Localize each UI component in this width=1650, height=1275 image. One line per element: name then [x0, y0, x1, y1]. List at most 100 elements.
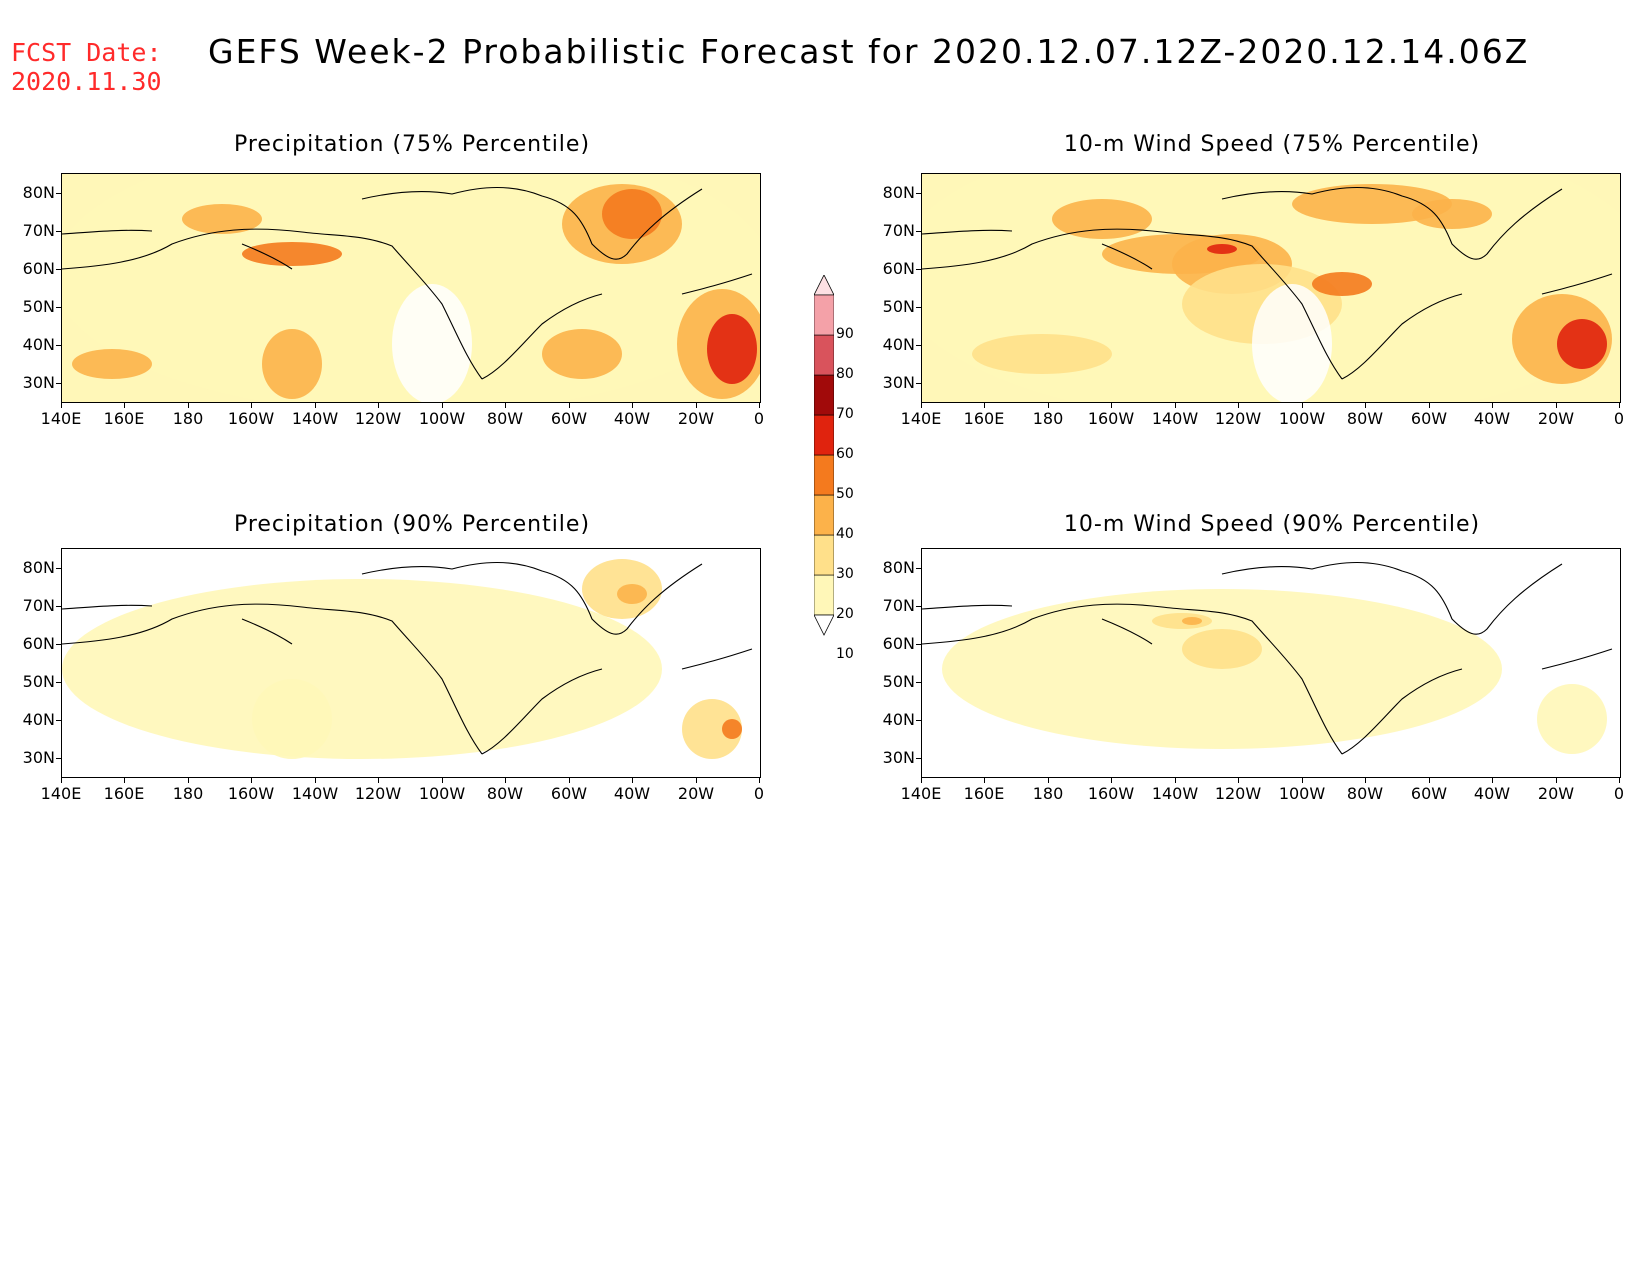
x-axis-tick: [632, 778, 633, 783]
y-axis-label: 60N: [882, 634, 915, 653]
x-axis-tick: [984, 403, 985, 408]
y-axis-label: 50N: [22, 297, 55, 316]
y-axis-tick: [916, 606, 921, 607]
x-axis-tick: [1556, 403, 1557, 408]
x-axis-tick: [1175, 778, 1176, 783]
x-axis-label: 160E: [963, 409, 1005, 428]
x-axis-label: 140W: [1151, 409, 1199, 428]
x-axis-label: 0: [1613, 409, 1625, 428]
y-axis-tick: [56, 606, 61, 607]
colorbar-label: 90: [836, 326, 854, 342]
x-axis-tick: [61, 403, 62, 408]
colorbar-label: 20: [836, 606, 854, 622]
x-axis-tick: [1238, 403, 1239, 408]
x-axis-label: 160E: [103, 409, 145, 428]
y-axis-label: 40N: [22, 710, 55, 729]
x-axis-label: 80W: [486, 784, 524, 803]
x-axis-tick: [759, 403, 760, 408]
panel-title-wind-90: 10-m Wind Speed (90% Percentile): [1063, 512, 1481, 537]
x-axis-tick: [1048, 778, 1049, 783]
y-axis-label: 30N: [882, 748, 915, 767]
x-axis-label: 0: [753, 784, 765, 803]
x-axis-label: 120W: [1214, 409, 1262, 428]
x-axis-label: 20W: [677, 784, 715, 803]
panel-title-wind-75: 10-m Wind Speed (75% Percentile): [1063, 132, 1481, 157]
x-axis-tick: [1111, 403, 1112, 408]
x-axis-tick: [124, 778, 125, 783]
y-axis-tick: [916, 758, 921, 759]
x-axis-tick: [1238, 778, 1239, 783]
y-axis-label: 30N: [22, 748, 55, 767]
forecast-date-label: FCST Date:: [11, 38, 162, 67]
x-axis-label: 100W: [1278, 784, 1326, 803]
y-axis-tick: [56, 568, 61, 569]
y-axis-label: 70N: [22, 596, 55, 615]
y-axis-tick: [916, 644, 921, 645]
x-axis-label: 120W: [354, 784, 402, 803]
x-axis-tick: [1048, 403, 1049, 408]
x-axis-label: 180: [1032, 409, 1064, 428]
x-axis-label: 20W: [1537, 784, 1575, 803]
y-axis-label: 60N: [882, 259, 915, 278]
x-axis-tick: [921, 778, 922, 783]
map-wind-75: [921, 173, 1621, 403]
y-axis-tick: [56, 720, 61, 721]
y-axis-label: 80N: [882, 183, 915, 202]
x-axis-label: 60W: [550, 784, 588, 803]
page-title: GEFS Week-2 Probabilistic Forecast for 2…: [208, 32, 1530, 71]
x-axis-tick: [251, 778, 252, 783]
x-axis-label: 180: [172, 409, 204, 428]
x-axis-tick: [759, 778, 760, 783]
map-precip-75: [61, 173, 761, 403]
x-axis-label: 180: [1032, 784, 1064, 803]
y-axis-tick: [56, 307, 61, 308]
colorbar-label: 60: [836, 446, 854, 462]
x-axis-tick: [1365, 403, 1366, 408]
x-axis-label: 60W: [1410, 409, 1448, 428]
y-axis-label: 80N: [22, 183, 55, 202]
y-axis-label: 70N: [22, 221, 55, 240]
colorbar-label: 10: [836, 646, 854, 662]
y-axis-label: 60N: [22, 634, 55, 653]
x-axis-label: 140W: [291, 784, 339, 803]
y-axis-tick: [916, 193, 921, 194]
forecast-date-value: 2020.11.30: [11, 67, 162, 96]
colorbar: [814, 275, 834, 636]
x-axis-tick: [378, 778, 379, 783]
x-axis-label: 160W: [227, 784, 275, 803]
x-axis-tick: [632, 403, 633, 408]
y-axis-label: 30N: [882, 373, 915, 392]
x-axis-tick: [188, 778, 189, 783]
x-axis-tick: [61, 778, 62, 783]
panel-title-precip-90: Precipitation (90% Percentile): [233, 512, 591, 537]
x-axis-label: 140W: [291, 409, 339, 428]
y-axis-tick: [56, 682, 61, 683]
x-axis-tick: [1492, 403, 1493, 408]
x-axis-tick: [696, 778, 697, 783]
x-axis-label: 60W: [550, 409, 588, 428]
y-axis-label: 50N: [882, 672, 915, 691]
x-axis-tick: [984, 778, 985, 783]
x-axis-tick: [696, 403, 697, 408]
x-axis-tick: [1619, 778, 1620, 783]
x-axis-label: 100W: [1278, 409, 1326, 428]
y-axis-tick: [56, 345, 61, 346]
colorbar-label: 30: [836, 566, 854, 582]
colorbar-label: 80: [836, 366, 854, 382]
x-axis-tick: [1492, 778, 1493, 783]
x-axis-tick: [1365, 778, 1366, 783]
x-axis-tick: [1302, 403, 1303, 408]
y-axis-tick: [916, 231, 921, 232]
x-axis-tick: [442, 778, 443, 783]
x-axis-label: 40W: [1473, 784, 1511, 803]
x-axis-label: 120W: [354, 409, 402, 428]
x-axis-label: 140E: [900, 784, 942, 803]
y-axis-label: 30N: [22, 373, 55, 392]
x-axis-tick: [1175, 403, 1176, 408]
x-axis-tick: [1556, 778, 1557, 783]
x-axis-tick: [315, 403, 316, 408]
forecast-date: FCST Date: 2020.11.30: [11, 38, 162, 96]
colorbar-label: 70: [836, 406, 854, 422]
x-axis-label: 160W: [227, 409, 275, 428]
x-axis-label: 40W: [1473, 409, 1511, 428]
